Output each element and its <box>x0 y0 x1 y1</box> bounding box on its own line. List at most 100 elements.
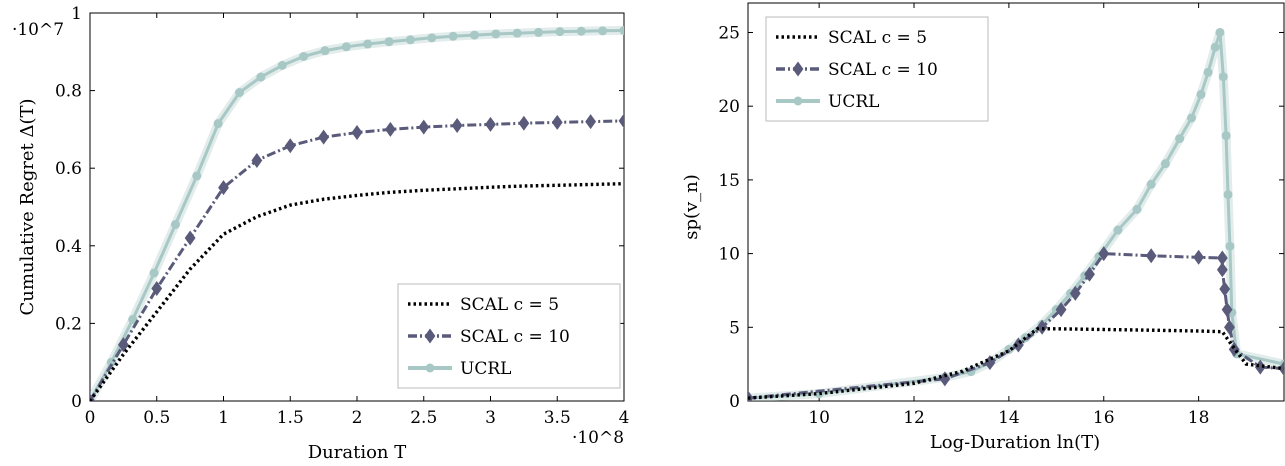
x-tick-label: 0 <box>85 408 96 428</box>
plot-area <box>90 25 624 401</box>
data-point <box>299 51 309 61</box>
data-point <box>939 371 951 387</box>
y-axis-label: Cumulative Regret Δ(T) <box>17 98 38 315</box>
data-point <box>284 138 296 154</box>
data-point <box>1196 89 1206 99</box>
data-point <box>451 118 463 134</box>
series-scal-c-10 <box>90 113 624 401</box>
y-tick-label: 25 <box>718 23 740 43</box>
data-point <box>1175 134 1185 144</box>
data-point <box>1278 361 1284 377</box>
legend-label: SCAL c = 5 <box>828 28 927 48</box>
left-chart: 0 0.5 1 1.5 2 2.5 3 3.5 4 0 0.2 0.4 0.6 0.8 1 SCAL c = … <box>12 4 629 463</box>
x-axis-label: Log-Duration ln(T) <box>930 432 1100 453</box>
data-point <box>1132 204 1142 214</box>
legend-marker <box>793 96 803 106</box>
y-tick-label: 0 <box>71 392 82 412</box>
y-tick-label: 0.6 <box>55 159 82 179</box>
y-tick-label: 1 <box>71 4 82 24</box>
data-point <box>1203 67 1213 77</box>
series-scal-c-5 <box>90 182 624 401</box>
data-point <box>1254 359 1266 375</box>
data-point <box>341 42 351 52</box>
data-point <box>384 37 394 47</box>
data-point <box>1221 131 1231 141</box>
x-tick-label: 3 <box>485 408 496 428</box>
legend-label: SCAL c = 5 <box>460 295 559 315</box>
data-point <box>384 121 396 137</box>
data-point <box>363 39 373 49</box>
x-axis-label: Duration T <box>308 442 407 463</box>
series-ucrl <box>90 25 624 401</box>
data-point <box>555 27 565 37</box>
x-tick-label: 0.5 <box>143 408 170 428</box>
data-point <box>576 26 586 36</box>
legend-marker <box>424 328 436 344</box>
series-scal-c-5 <box>748 327 1284 400</box>
x-tick-label: 4 <box>619 408 630 428</box>
y-tick-label: 0.2 <box>55 314 82 334</box>
data-point <box>318 129 330 145</box>
data-point <box>1216 262 1228 278</box>
x-tick-label: 1.5 <box>277 408 304 428</box>
data-point <box>1084 266 1095 282</box>
data-point <box>448 31 458 41</box>
legend-label: SCAL c = 10 <box>460 327 570 347</box>
series-line <box>748 252 1284 400</box>
y-tick-label: 20 <box>718 97 740 117</box>
data-point <box>1228 341 1240 357</box>
right-chart: 10 12 14 16 18 0 5 10 15 20 25 SCAL c = 5 SCAL c = 1… <box>681 2 1285 453</box>
x-tick-label: 3.5 <box>544 408 571 428</box>
legend-marker <box>792 61 804 77</box>
data-point <box>618 113 624 129</box>
legend-label: UCRL <box>460 359 511 379</box>
data-point <box>1224 319 1235 335</box>
series-line <box>90 182 624 401</box>
data-point <box>1145 248 1157 264</box>
data-point <box>192 171 202 181</box>
data-point <box>1215 27 1225 37</box>
data-point <box>149 268 159 278</box>
y-tick-label: 5 <box>729 318 740 338</box>
data-point <box>469 30 479 40</box>
data-point <box>1225 241 1235 251</box>
data-point <box>1221 302 1233 318</box>
plot-area <box>748 27 1284 401</box>
data-point <box>256 72 266 82</box>
data-point <box>277 60 287 70</box>
data-point <box>619 25 624 35</box>
data-point <box>518 115 530 131</box>
y-tick-label: 0 <box>729 392 740 412</box>
x-tick-label: 1 <box>218 408 229 428</box>
data-point <box>534 27 544 37</box>
series-line <box>748 327 1284 400</box>
y-tick-label: 15 <box>718 171 740 191</box>
data-point <box>512 28 522 38</box>
data-point <box>151 280 163 296</box>
data-point <box>1219 281 1231 297</box>
x-scale-factor: ·10^8 <box>572 428 624 448</box>
data-point <box>213 119 223 129</box>
x-tick-label: 16 <box>1093 408 1115 428</box>
data-point <box>320 46 330 56</box>
y-tick-label: 0.8 <box>55 82 82 102</box>
data-point <box>1055 302 1067 318</box>
data-point <box>585 114 597 130</box>
data-point <box>1193 249 1205 265</box>
y-axis-label: sp(v_n) <box>681 174 702 240</box>
x-tick-label: 18 <box>1188 408 1210 428</box>
data-point <box>351 125 363 141</box>
x-tick-label: 10 <box>808 408 830 428</box>
data-point <box>235 88 245 98</box>
y-tick-label: 10 <box>718 245 740 265</box>
data-point <box>551 114 563 130</box>
x-tick-label: 2.5 <box>410 408 437 428</box>
x-tick-label: 14 <box>998 408 1020 428</box>
data-point <box>117 337 129 353</box>
legend-label: SCAL c = 10 <box>828 60 938 80</box>
data-point <box>1210 42 1220 52</box>
data-point <box>1160 159 1170 169</box>
data-point <box>405 35 415 45</box>
y-tick-label: 0.4 <box>55 237 82 257</box>
